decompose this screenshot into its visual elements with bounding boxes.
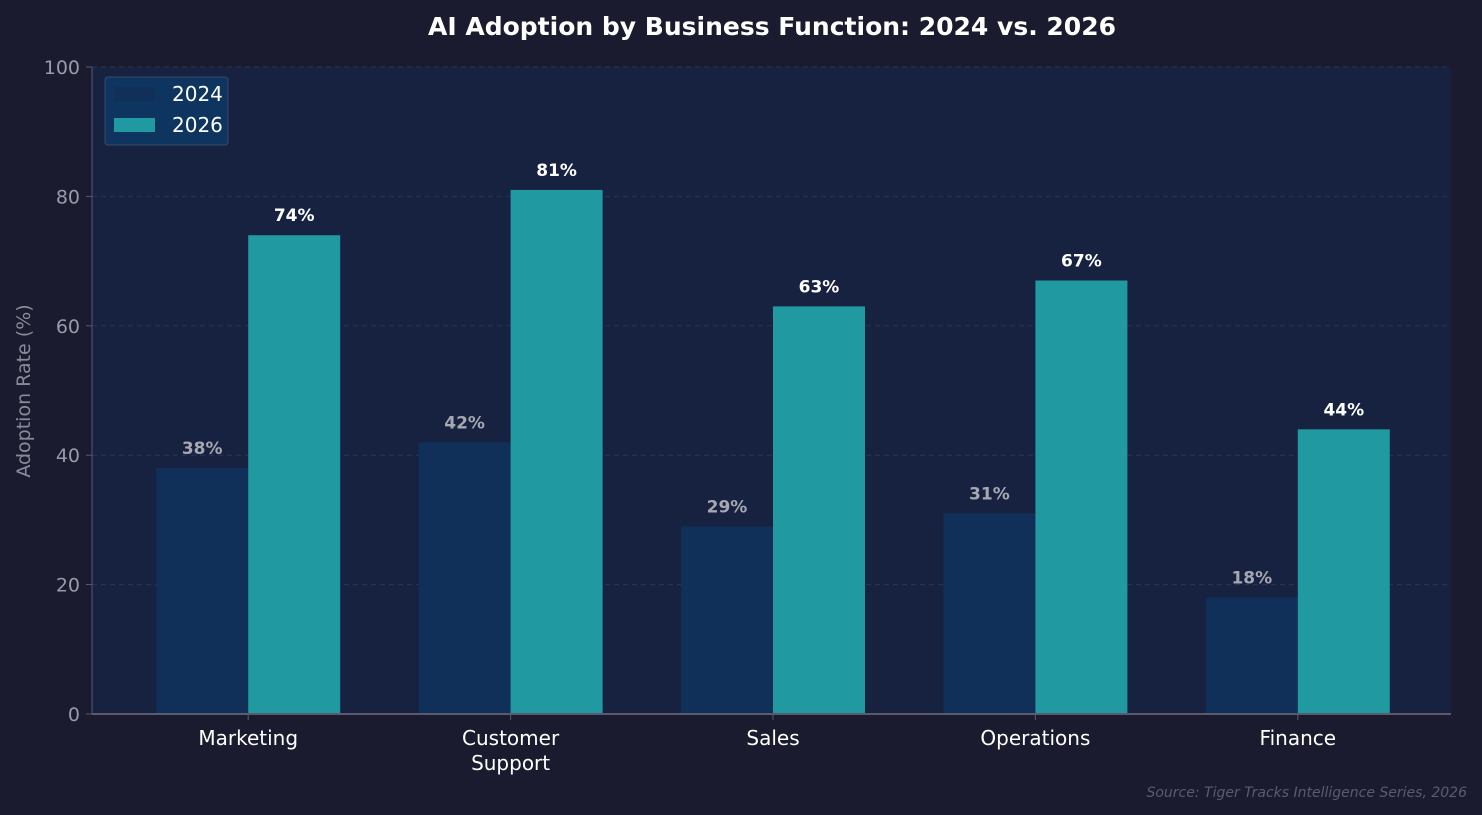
value-labels: 38% 74% 42% 81% 29% 63% 31% 67% 18% 44%: [182, 161, 1364, 589]
y-tick-label: 40: [56, 445, 80, 467]
chart-title: AI Adoption by Business Function: 2024 v…: [428, 12, 1116, 41]
value-label-2026-0: 74%: [274, 206, 315, 226]
category-label: Finance: [1260, 726, 1337, 750]
legend-label-2024: 2024: [172, 82, 223, 106]
category-label: Support: [471, 751, 550, 775]
value-label-2024-2: 29%: [707, 497, 748, 517]
bar-2026-3: [1035, 280, 1128, 714]
y-tick-label: 60: [56, 316, 80, 338]
value-label-2026-4: 44%: [1323, 400, 1364, 420]
value-label-2024-4: 18%: [1231, 569, 1272, 589]
legend: 2024 2026: [104, 76, 229, 146]
bar-2024-4: [1205, 597, 1298, 714]
bar-2026-1: [510, 189, 603, 714]
category-label: Customer: [462, 726, 560, 750]
value-label-2024-0: 38%: [182, 439, 223, 459]
legend-swatch-2026: [114, 118, 155, 132]
legend-label-2026: 2026: [172, 113, 223, 137]
y-tick-label: 0: [68, 704, 80, 726]
y-axis-label: Adoption Rate (%): [13, 304, 35, 477]
bars: [156, 189, 1390, 714]
value-label-2026-2: 63%: [799, 277, 840, 297]
bar-2024-0: [156, 468, 249, 714]
y-tick-label: 80: [56, 186, 80, 208]
value-label-2024-3: 31%: [969, 484, 1010, 504]
bar-2026-4: [1297, 429, 1390, 714]
category-label: Marketing: [198, 726, 298, 750]
category-label: Sales: [746, 726, 799, 750]
bar-2024-3: [943, 513, 1036, 714]
bar-2026-0: [248, 235, 341, 714]
bar-2026-2: [773, 306, 865, 714]
value-label-2026-3: 67%: [1061, 252, 1102, 272]
value-label-2024-1: 42%: [444, 413, 485, 433]
y-tick-label: 20: [56, 575, 80, 597]
legend-swatch-2024: [114, 87, 155, 101]
bar-2024-2: [681, 526, 773, 714]
value-label-2026-1: 81%: [536, 161, 577, 181]
y-tick-label: 100: [44, 57, 80, 79]
category-label: Operations: [980, 726, 1090, 750]
bar-2024-1: [418, 442, 511, 714]
source-note: Source: Tiger Tracks Intelligence Series…: [1146, 785, 1467, 801]
